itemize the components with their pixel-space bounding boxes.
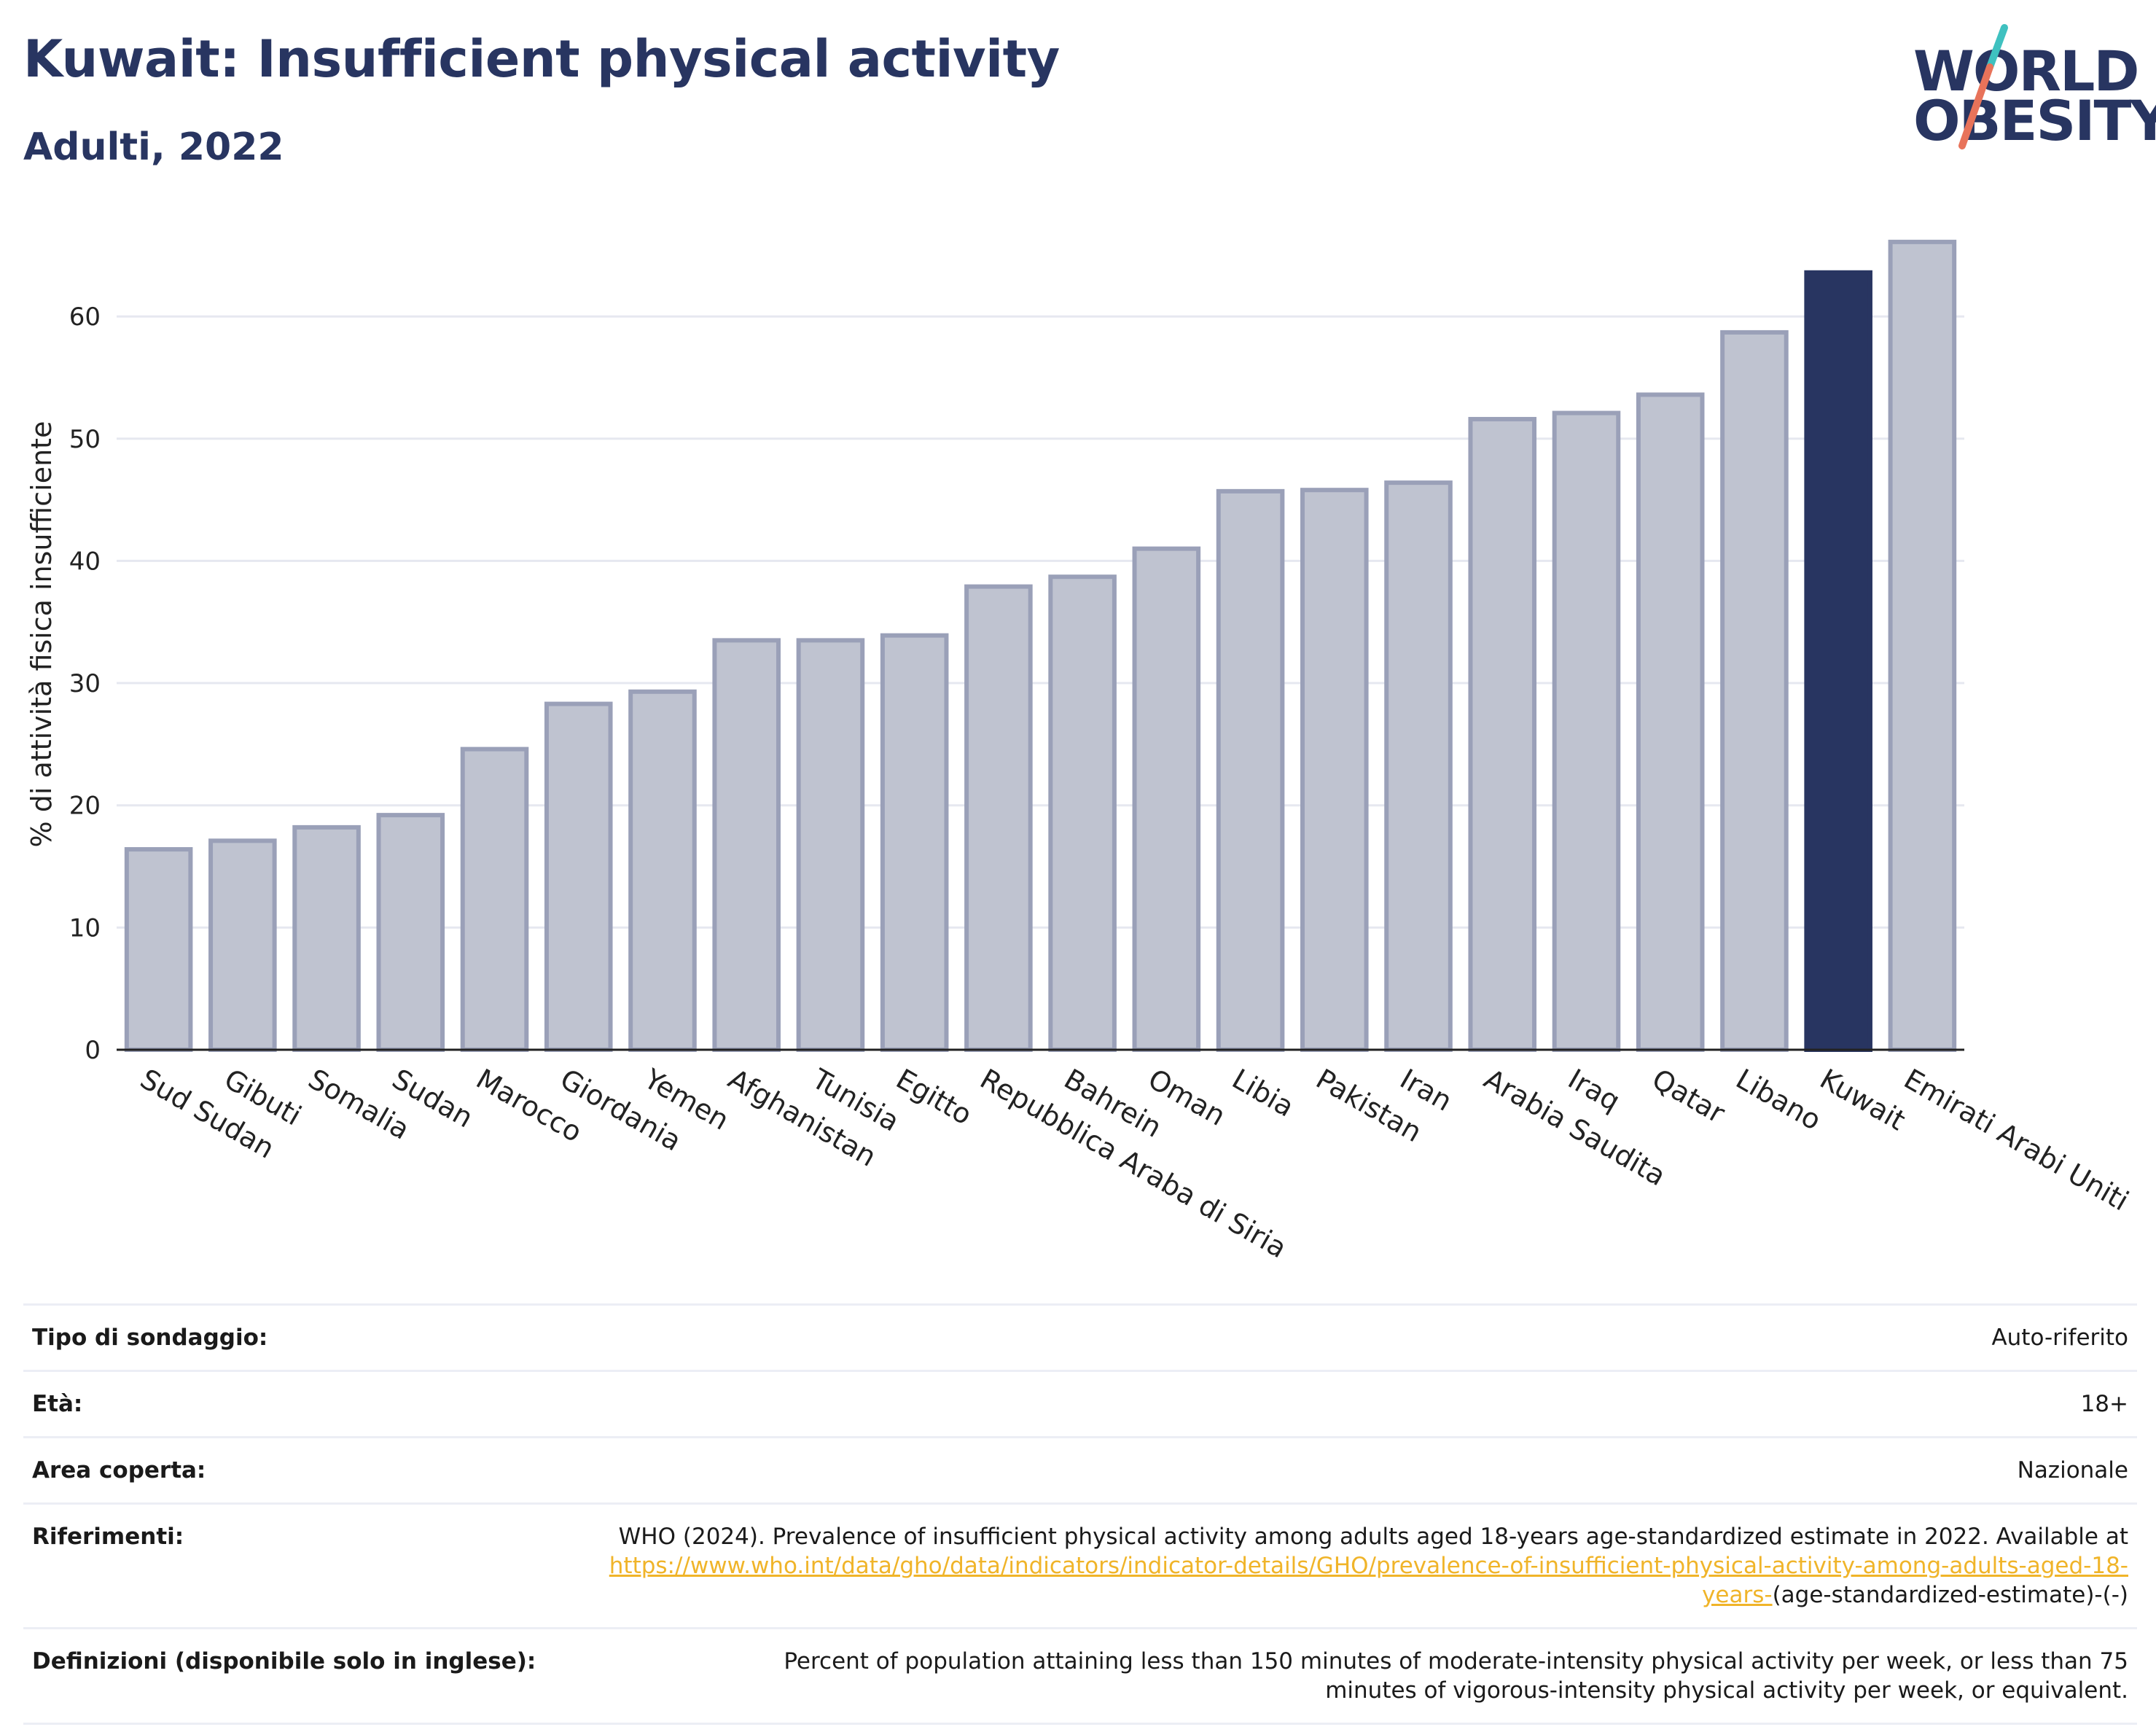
- bar: [880, 633, 949, 1052]
- bar: [1552, 410, 1621, 1052]
- references-link[interactable]: https://www.who.int/data/gho/data/indica…: [609, 1553, 2128, 1608]
- details-table: Tipo di sondaggio: Auto-riferito Età: 18…: [23, 1303, 2137, 1725]
- definitions-label: Definizioni (disponibile solo in inglese…: [23, 1627, 545, 1725]
- logo-slash-icon: [1958, 24, 2008, 149]
- y-tick-label: 30: [69, 669, 101, 698]
- details-row-definitions: Definizioni (disponibile solo in inglese…: [23, 1627, 2137, 1725]
- x-tick-label: Egitto: [891, 1063, 977, 1131]
- bar: [292, 824, 361, 1052]
- bar: [124, 847, 193, 1052]
- y-tick-label: 10: [69, 913, 101, 943]
- details-row-references: Riferimenti: WHO (2024). Prevalence of i…: [23, 1502, 2137, 1629]
- bar: [796, 638, 865, 1052]
- age-value: 18+: [544, 1370, 2137, 1438]
- coverage-label: Area coperta:: [23, 1436, 545, 1504]
- definitions-value: Percent of population attaining less tha…: [544, 1627, 2137, 1725]
- bar: [964, 584, 1033, 1052]
- bar: [460, 746, 529, 1053]
- bar: [1804, 270, 1872, 1053]
- bar: [1636, 392, 1705, 1053]
- references-label: Riferimenti:: [23, 1502, 545, 1629]
- x-tick-label: Emirati Arabi Uniti: [1899, 1063, 2134, 1217]
- references-suffix: (age-standardized-estimate)-(-): [1772, 1582, 2128, 1608]
- bar: [376, 813, 445, 1053]
- details-row-age: Età: 18+: [23, 1370, 2137, 1438]
- logo-line2: OBESITY: [1913, 88, 2156, 153]
- age-label: Età:: [23, 1370, 545, 1438]
- page-subtitle: Adulti, 2022: [23, 125, 284, 169]
- x-tick-label: Kuwait: [1815, 1063, 1911, 1137]
- bar: [1132, 546, 1201, 1053]
- bar: [1384, 480, 1453, 1052]
- survey-type-label: Tipo di sondaggio:: [23, 1303, 545, 1371]
- y-tick-label: 40: [69, 547, 101, 576]
- references-value: WHO (2024). Prevalence of insufficient p…: [544, 1502, 2137, 1629]
- page-title: Kuwait: Insufficient physical activity: [23, 29, 1060, 89]
- x-tick-label: Qatar: [1647, 1063, 1730, 1130]
- bar: [1468, 416, 1537, 1052]
- x-tick-label: Libia: [1227, 1063, 1300, 1123]
- bar: [208, 838, 277, 1053]
- bar: [1048, 574, 1117, 1052]
- y-tick-label: 60: [69, 303, 101, 332]
- y-tick-label: 20: [69, 792, 101, 821]
- logo-line1: WORLD: [1913, 39, 2139, 104]
- y-tick-label: 0: [85, 1036, 101, 1065]
- bar: [1216, 488, 1285, 1052]
- details-row-survey-type: Tipo di sondaggio: Auto-riferito: [23, 1303, 2137, 1371]
- bar: [1300, 488, 1369, 1053]
- bar: [628, 689, 697, 1052]
- bar-chart: 0 10 20 30 40 50 60 % di attività fisica insuff…: [26, 239, 2134, 1264]
- y-axis-label: % di attività fisica insufficiente: [26, 421, 58, 848]
- references-text: WHO (2024). Prevalence of insufficient p…: [618, 1524, 2128, 1550]
- x-tick-label: Libano: [1730, 1063, 1827, 1136]
- bar: [544, 701, 613, 1052]
- survey-type-value: Auto-riferito: [544, 1303, 2137, 1371]
- coverage-value: Nazionale: [544, 1436, 2137, 1504]
- bar: [712, 638, 781, 1052]
- bar: [1888, 239, 1957, 1053]
- world-obesity-logo: WORLD OBESITY: [1895, 22, 2156, 153]
- bar: [1720, 330, 1789, 1053]
- y-tick-label: 50: [69, 425, 101, 454]
- details-row-coverage: Area coperta: Nazionale: [23, 1436, 2137, 1504]
